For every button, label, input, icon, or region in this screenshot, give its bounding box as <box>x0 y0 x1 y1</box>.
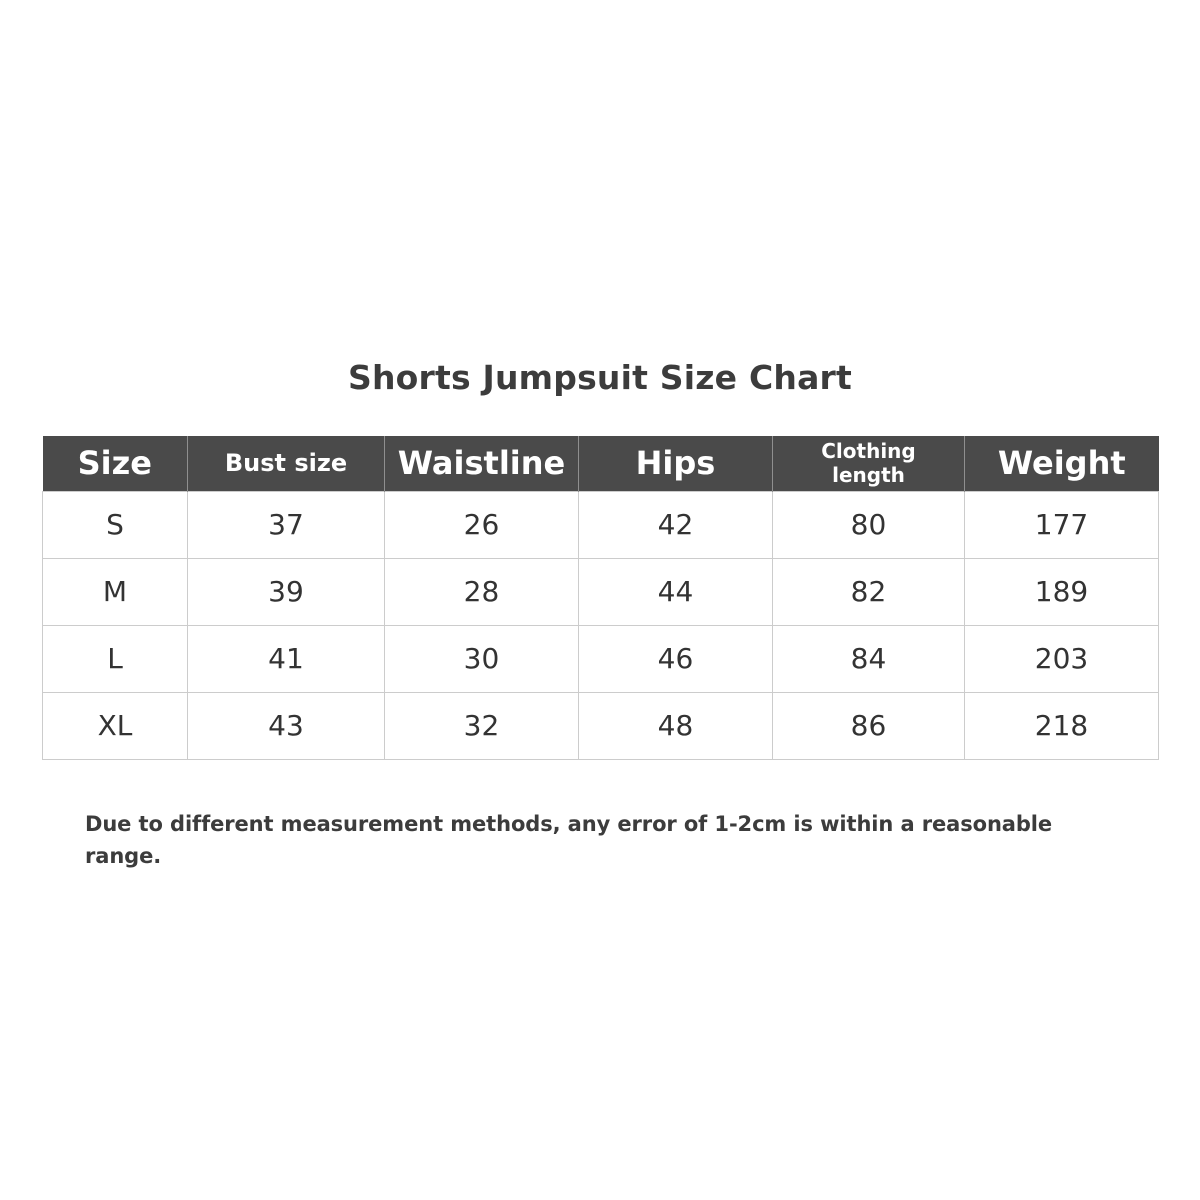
table-header: Size Bust size Waistline Hips Clothing l… <box>42 436 1159 491</box>
table-body: S 37 26 42 80 177 M 39 28 44 82 189 L 41… <box>42 490 1159 760</box>
cell-bust-size: 41 <box>187 624 385 693</box>
cell-waistline: 26 <box>384 490 579 559</box>
table-row: XL 43 32 48 86 218 <box>42 691 1159 760</box>
size-chart-table: Size Bust size Waistline Hips Clothing l… <box>42 436 1159 760</box>
column-header-weight: Weight <box>964 436 1159 491</box>
column-header-waistline: Waistline <box>384 436 579 491</box>
column-header-size: Size <box>42 436 188 491</box>
cell-clothing-length: 84 <box>772 624 965 693</box>
cell-size: XL <box>42 691 188 760</box>
cell-waistline: 28 <box>384 557 579 626</box>
cell-bust-size: 37 <box>187 490 385 559</box>
cell-weight: 203 <box>964 624 1159 693</box>
cell-bust-size: 39 <box>187 557 385 626</box>
cell-weight: 189 <box>964 557 1159 626</box>
clothing-length-line-1: Clothing <box>821 439 916 464</box>
column-header-clothing-length: Clothing length <box>772 436 965 491</box>
clothing-length-line-2: length <box>832 463 905 488</box>
measurement-disclaimer: Due to different measurement methods, an… <box>85 812 1053 868</box>
column-header-hips: Hips <box>578 436 773 491</box>
cell-weight: 218 <box>964 691 1159 760</box>
cell-hips: 48 <box>578 691 773 760</box>
cell-clothing-length: 80 <box>772 490 965 559</box>
cell-size: M <box>42 557 188 626</box>
table-row: M 39 28 44 82 189 <box>42 557 1159 626</box>
cell-hips: 42 <box>578 490 773 559</box>
column-header-bust-size: Bust size <box>187 436 385 491</box>
cell-hips: 46 <box>578 624 773 693</box>
table-row: S 37 26 42 80 177 <box>42 490 1159 559</box>
cell-weight: 177 <box>964 490 1159 559</box>
cell-waistline: 30 <box>384 624 579 693</box>
cell-size: S <box>42 490 188 559</box>
table-header-row: Size Bust size Waistline Hips Clothing l… <box>42 436 1159 491</box>
cell-bust-size: 43 <box>187 691 385 760</box>
cell-clothing-length: 86 <box>772 691 965 760</box>
cell-hips: 44 <box>578 557 773 626</box>
cell-waistline: 32 <box>384 691 579 760</box>
cell-size: L <box>42 624 188 693</box>
cell-clothing-length: 82 <box>772 557 965 626</box>
table-row: L 41 30 46 84 203 <box>42 624 1159 693</box>
page-title: Shorts Jumpsuit Size Chart <box>348 358 852 397</box>
